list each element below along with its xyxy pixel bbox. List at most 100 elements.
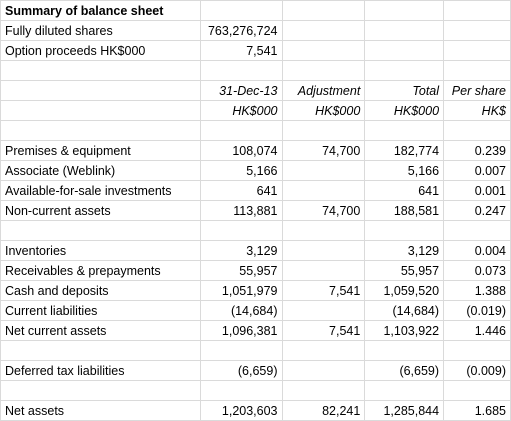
row: Fully diluted shares 763,276,724 (0, 20, 511, 41)
cell: Current liabilities (0, 300, 201, 321)
cell: HK$000 (364, 100, 445, 121)
cell: 3,129 (364, 240, 445, 261)
cell (0, 380, 201, 401)
cell: 641 (199, 180, 283, 201)
cell: HK$ (443, 100, 511, 121)
cell: HK$000 (199, 100, 283, 121)
cell (364, 120, 445, 141)
row (0, 120, 511, 141)
cell (443, 40, 511, 61)
cell: Deferred tax liabilities (0, 360, 201, 381)
cell: (14,684) (364, 300, 445, 321)
row: Summary of balance sheet (0, 0, 511, 21)
cell: 1,203,603 (199, 400, 283, 421)
cell: 7,541 (281, 280, 366, 301)
cell: 0.004 (443, 240, 511, 261)
cell (199, 120, 283, 141)
cell: 113,881 (199, 200, 283, 221)
cell: (6,659) (199, 360, 283, 381)
cell (364, 60, 445, 81)
cell: 1.388 (443, 280, 511, 301)
cell (0, 220, 201, 241)
cell: 1,285,844 (364, 400, 445, 421)
cell: HK$000 (281, 100, 366, 121)
row: Receivables & prepayments 55,957 55,957 0.0… (0, 260, 511, 281)
cell (199, 220, 283, 241)
row (0, 340, 511, 361)
cell: Cash and deposits (0, 280, 201, 301)
cell: 5,166 (364, 160, 445, 181)
row: Deferred tax liabilities (6,659) (6,659) (0… (0, 360, 511, 381)
row (0, 220, 511, 241)
row: Premises & equipment 108,074 74,700 182,774… (0, 140, 511, 161)
cell: 108,074 (199, 140, 283, 161)
row: Non-current assets 113,881 74,700 188,581 0.… (0, 200, 511, 221)
cell: 7,541 (281, 320, 366, 341)
row: Net current assets 1,096,381 7,541 1,103,92… (0, 320, 511, 341)
cell: 1,103,922 (364, 320, 445, 341)
cell: 1.685 (443, 400, 511, 421)
cell: 0.007 (443, 160, 511, 181)
cell: 188,581 (364, 200, 445, 221)
row: Current liabilities (14,684) (14,684) (0.01… (0, 300, 511, 321)
cell: (14,684) (199, 300, 283, 321)
cell (281, 220, 366, 241)
cell: Total (364, 80, 445, 101)
cell (364, 0, 445, 21)
cell: Receivables & prepayments (0, 260, 201, 281)
cell (364, 340, 445, 361)
cell (443, 120, 511, 141)
cell (199, 0, 283, 21)
cell: 0.247 (443, 200, 511, 221)
cell: 74,700 (281, 140, 366, 161)
cell (199, 380, 283, 401)
cell: Net assets (0, 400, 201, 421)
row: 31-Dec-13 Adjustment Total Per share (0, 80, 511, 101)
row: Associate (Weblink) 5,166 5,166 0.007 (0, 160, 511, 181)
cell: 763,276,724 (199, 20, 283, 41)
cell (281, 240, 366, 261)
cell (281, 60, 366, 81)
cell: (6,659) (364, 360, 445, 381)
cell (443, 60, 511, 81)
cell (364, 40, 445, 61)
cell (0, 120, 201, 141)
cell (281, 40, 366, 61)
cell (0, 100, 201, 121)
cell (364, 380, 445, 401)
row: Net assets 1,203,603 82,241 1,285,844 1.685 (0, 400, 511, 421)
cell (364, 220, 445, 241)
cell (0, 60, 201, 81)
cell: Option proceeds HK$000 (0, 40, 201, 61)
cell (443, 0, 511, 21)
cell: 55,957 (199, 260, 283, 281)
cell: Per share (443, 80, 511, 101)
cell (281, 380, 366, 401)
cell: (0.019) (443, 300, 511, 321)
row: Available-for-sale investments 641 641 0.00… (0, 180, 511, 201)
cell (364, 20, 445, 41)
row: Option proceeds HK$000 7,541 (0, 40, 511, 61)
cell (281, 300, 366, 321)
cell (199, 60, 283, 81)
cell: 7,541 (199, 40, 283, 61)
cell (281, 180, 366, 201)
cell: Associate (Weblink) (0, 160, 201, 181)
cell (0, 340, 201, 361)
cell (443, 220, 511, 241)
cell (281, 0, 366, 21)
cell: 55,957 (364, 260, 445, 281)
cell: 1,096,381 (199, 320, 283, 341)
cell: 1,059,520 (364, 280, 445, 301)
cell (281, 360, 366, 381)
cell: 0.001 (443, 180, 511, 201)
cell: Adjustment (281, 80, 366, 101)
cell (281, 340, 366, 361)
cell (281, 160, 366, 181)
cell: 74,700 (281, 200, 366, 221)
row: Cash and deposits 1,051,979 7,541 1,059,520… (0, 280, 511, 301)
cell: 31-Dec-13 (199, 80, 283, 101)
cell (443, 340, 511, 361)
cell: 641 (364, 180, 445, 201)
